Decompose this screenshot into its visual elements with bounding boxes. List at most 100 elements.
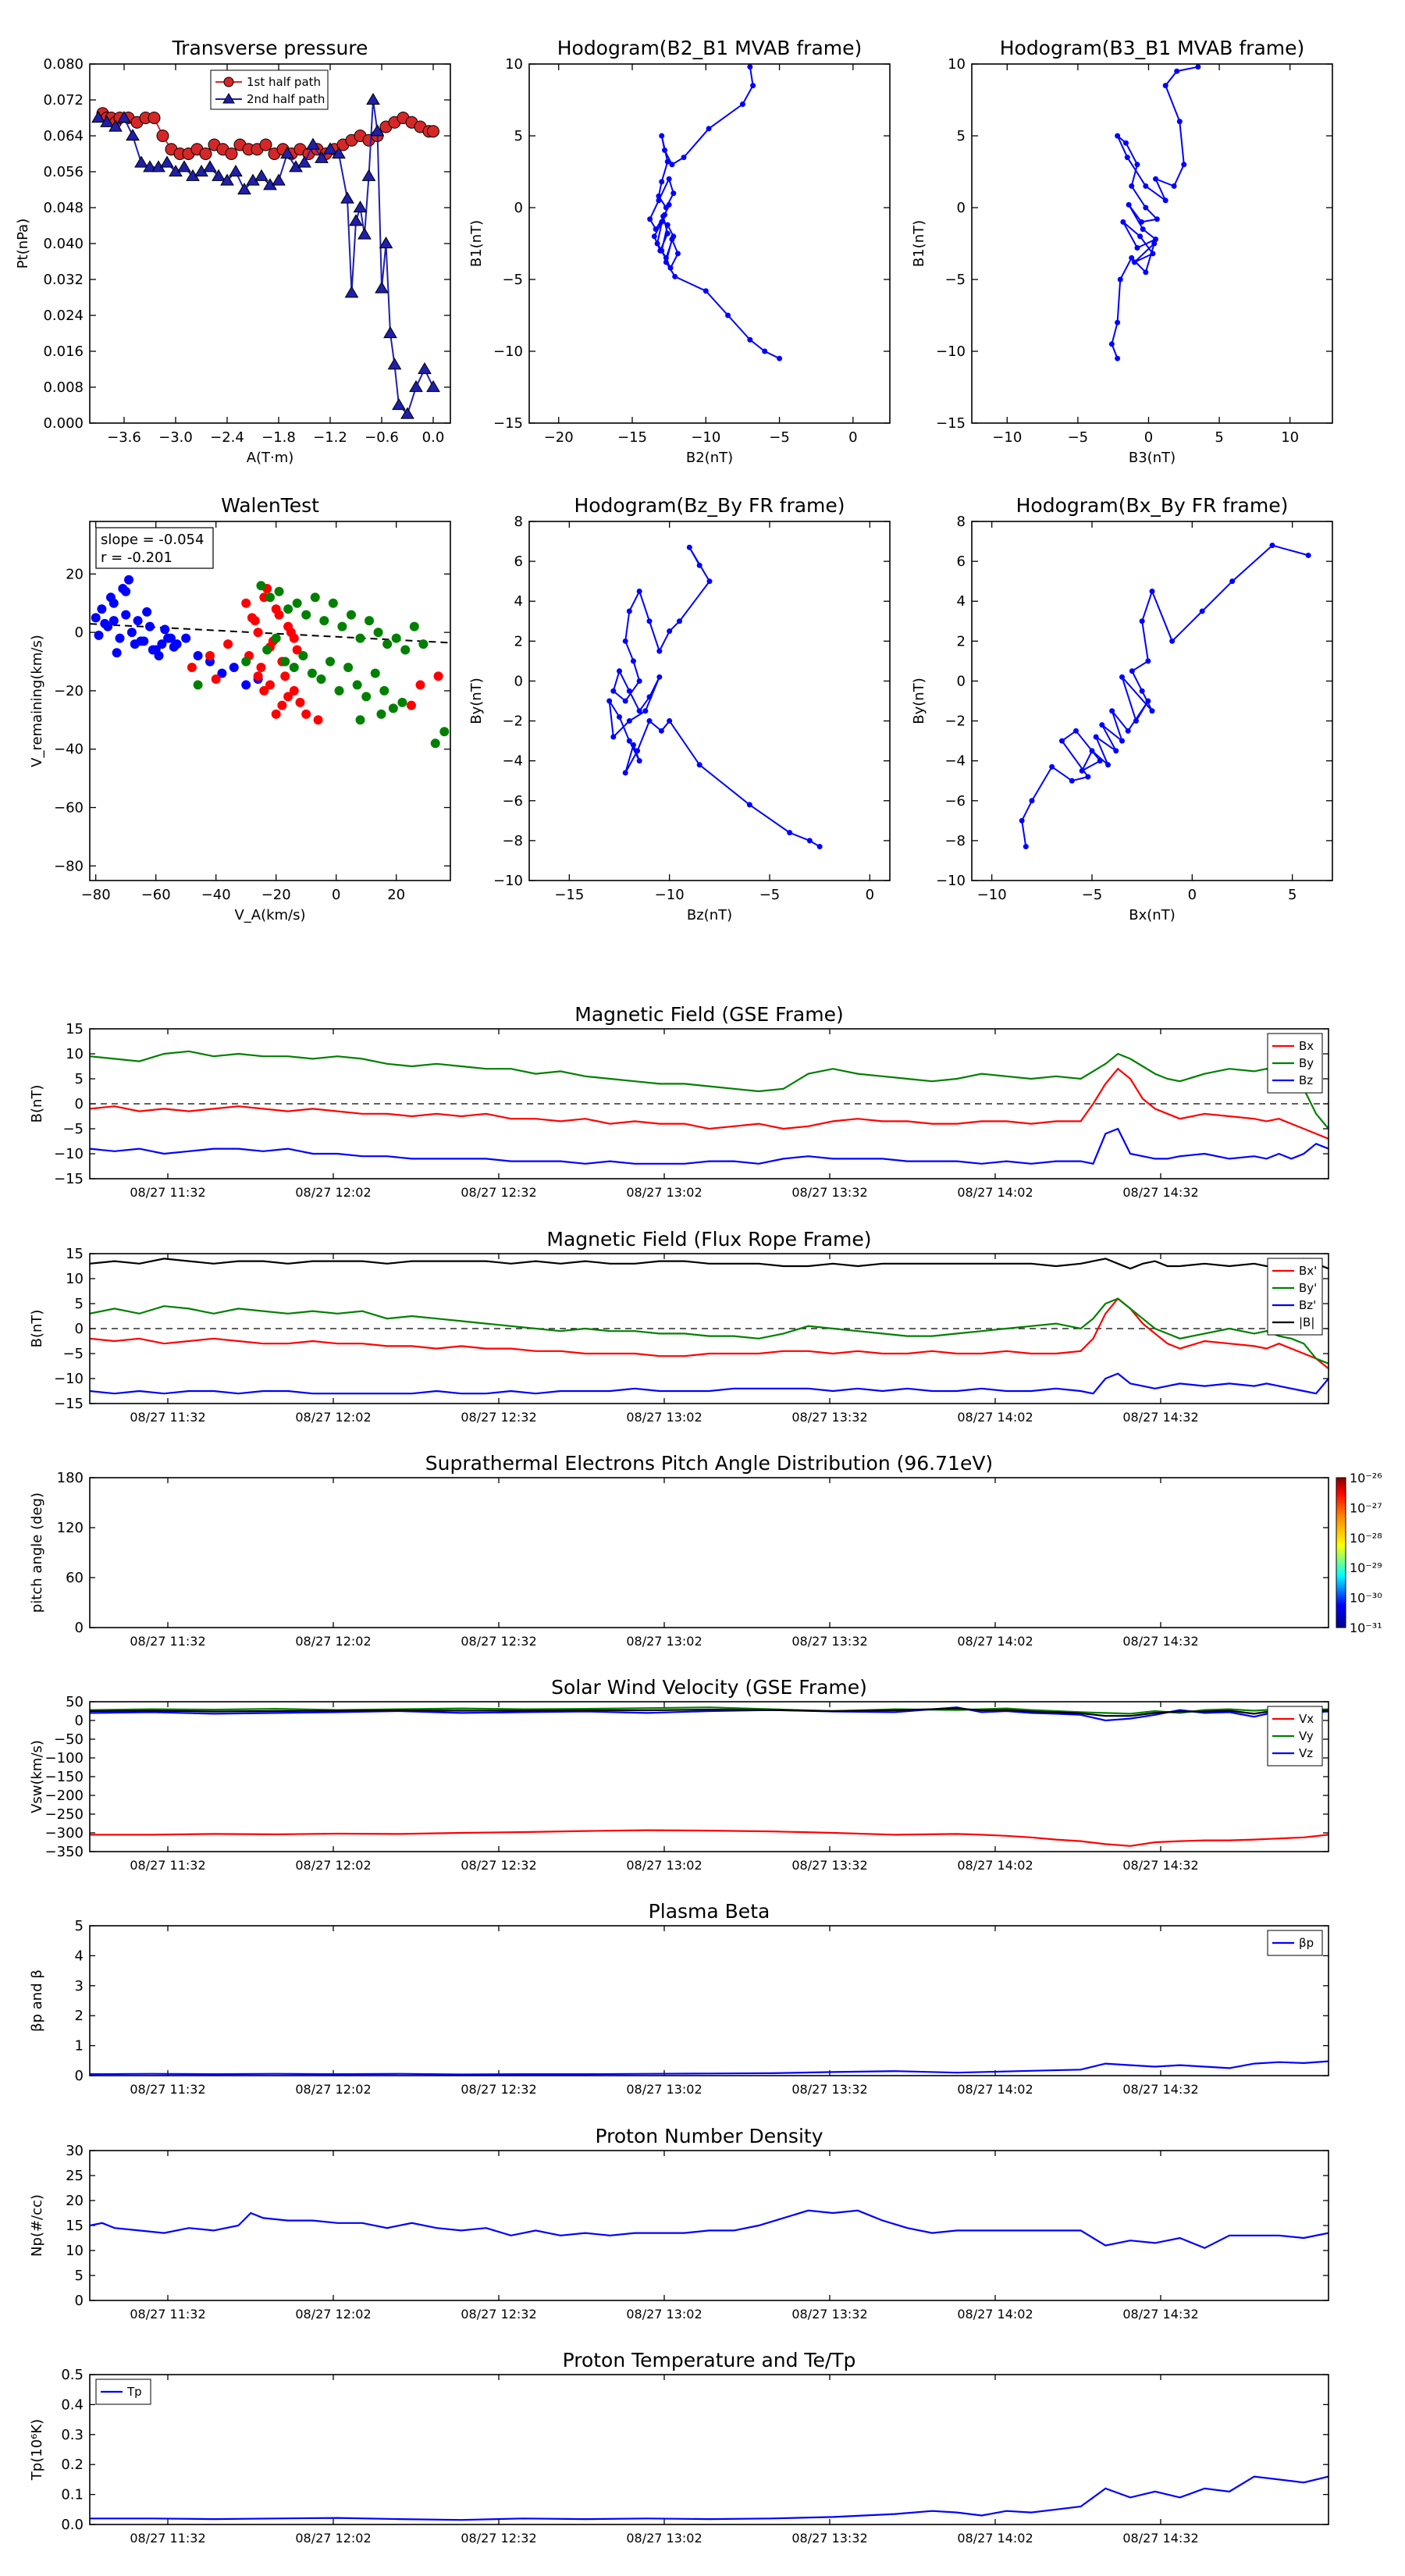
- data-point: [193, 680, 203, 690]
- y-tick-label: −100: [45, 1750, 84, 1767]
- y-axis-label: B(nT): [29, 1085, 45, 1123]
- data-point: [280, 656, 290, 667]
- legend-label: 2nd half path: [247, 92, 325, 106]
- data-point: [217, 668, 227, 678]
- x-tick-label: 5: [1215, 429, 1223, 446]
- data-point: [636, 708, 642, 714]
- data-point: [630, 742, 636, 748]
- y-tick-label: 6: [514, 553, 523, 570]
- colorbar: [1336, 1477, 1346, 1628]
- x-tick-label: 0: [1188, 887, 1197, 903]
- y-tick-label: −8: [944, 833, 966, 849]
- x-tick-label: −10: [992, 429, 1022, 446]
- data-point: [669, 162, 675, 168]
- data-point: [606, 698, 613, 704]
- data-point: [1115, 133, 1121, 139]
- data-point: [298, 651, 308, 661]
- data-point: [626, 738, 632, 744]
- y-tick-label: 50: [66, 1694, 84, 1710]
- plot-frame: [89, 1028, 1329, 1179]
- data-point: [313, 715, 323, 725]
- panel-title: Hodogram(B3_B1 MVAB frame): [1000, 37, 1305, 59]
- y-tick-label: 0.056: [43, 164, 84, 180]
- data-point: [1023, 844, 1029, 850]
- data-point: [672, 273, 678, 279]
- x-tick-label: −3.6: [107, 429, 141, 446]
- data-point: [271, 633, 281, 643]
- data-point: [646, 618, 653, 624]
- data-point: [1138, 219, 1144, 225]
- data-point: [659, 179, 665, 185]
- x-tick-label: −20: [261, 887, 291, 903]
- data-point: [143, 160, 157, 173]
- data-point: [241, 680, 251, 690]
- data-point: [1171, 183, 1177, 189]
- data-point: [1143, 205, 1149, 211]
- data-point: [1145, 698, 1151, 704]
- x-tick-label: 08/27 13:32: [791, 2307, 867, 2322]
- x-tick-label: 08/27 12:02: [295, 1858, 371, 1873]
- x-tick-label: −5: [769, 429, 790, 446]
- data-point: [379, 685, 389, 696]
- x-tick-label: 08/27 14:32: [1122, 2307, 1198, 2322]
- legend-label: Bz: [1299, 1073, 1313, 1087]
- data-point: [626, 688, 632, 694]
- data-point: [292, 598, 302, 608]
- data-point: [126, 628, 137, 638]
- data-point: [382, 639, 393, 649]
- x-tick-label: 0: [866, 887, 874, 903]
- data-point: [750, 83, 756, 89]
- data-point: [388, 703, 398, 713]
- x-tick-label: 0.0: [422, 429, 445, 446]
- y-tick-label: 2: [75, 2008, 84, 2024]
- y-tick-label: −5: [62, 1121, 84, 1137]
- x-tick-label: 08/27 14:02: [957, 2307, 1033, 2322]
- x-tick-label: 08/27 12:02: [295, 2307, 371, 2322]
- panel-title: Solar Wind Velocity (GSE Frame): [551, 1676, 867, 1699]
- data-point: [306, 137, 320, 150]
- data-point: [117, 111, 131, 123]
- legend: 1st half path 2nd half path: [210, 69, 329, 110]
- data-point: [1125, 728, 1131, 734]
- series-line: [90, 1707, 1329, 1717]
- data-point: [376, 709, 386, 719]
- data-point: [1115, 355, 1121, 361]
- data-point: [203, 160, 217, 173]
- y-tick-label: 4: [514, 593, 523, 610]
- x-tick-label: 08/27 13:32: [791, 2531, 867, 2546]
- data-point: [664, 222, 670, 228]
- x-tick-label: 08/27 14:02: [957, 2082, 1033, 2097]
- data-point: [283, 692, 293, 702]
- y-tick-label: −6: [502, 793, 523, 809]
- x-tick-label: −5: [1068, 429, 1089, 446]
- data-point: [340, 191, 354, 204]
- data-point: [669, 236, 675, 242]
- panel-7: Magnetic Field (GSE Frame) B(nT) 08/27 11:…: [29, 1003, 1329, 1200]
- x-tick-label: 08/27 14:32: [1122, 1185, 1198, 1200]
- data-point: [157, 639, 167, 649]
- data-point: [108, 119, 123, 132]
- data-point: [1029, 798, 1035, 804]
- data-point: [91, 613, 101, 623]
- data-point: [160, 155, 174, 168]
- y-axis-label: B1(nT): [468, 220, 485, 267]
- series-line: [90, 1297, 1329, 1364]
- colorbar-label: 10⁻²⁹: [1350, 1560, 1382, 1575]
- y-tick-label: 0: [75, 1096, 84, 1112]
- data-point: [647, 216, 653, 222]
- data-point: [654, 240, 660, 247]
- legend-label: Bx': [1299, 1264, 1317, 1278]
- data-point: [154, 651, 164, 661]
- y-tick-label: 4: [75, 1948, 84, 1964]
- y-tick-label: −50: [54, 1731, 84, 1748]
- y-tick-label: −4: [944, 753, 966, 770]
- panel-6: Hodogram(Bx_By FR frame)Bx(nT)By(nT)−10−…: [911, 494, 1333, 923]
- data-point: [1079, 767, 1085, 774]
- plot-frame: [89, 2374, 1329, 2525]
- data-point: [1169, 638, 1176, 644]
- panel-title: Suprathermal Electrons Pitch Angle Distr…: [425, 1452, 993, 1475]
- data-point: [400, 407, 414, 419]
- y-tick-label: 0.024: [43, 308, 84, 324]
- data-point: [370, 124, 385, 137]
